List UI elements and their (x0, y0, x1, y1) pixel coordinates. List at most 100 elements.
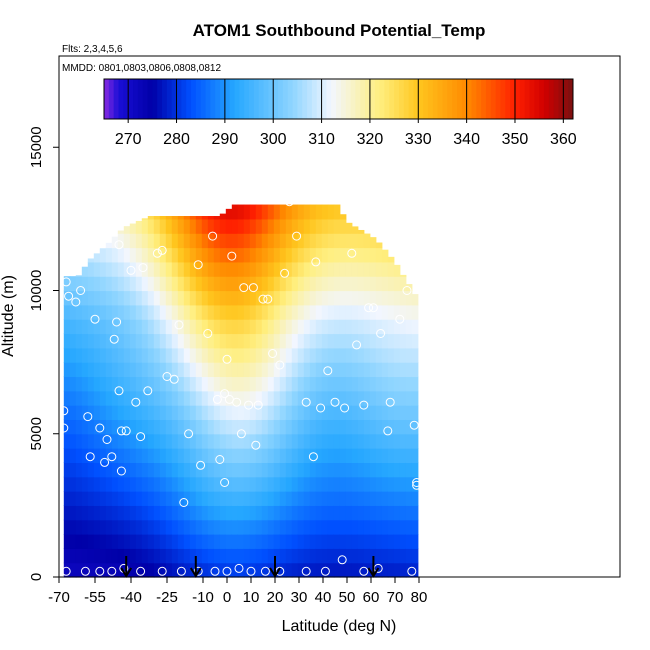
heatmap-cell (201, 491, 209, 506)
heatmap-cell (249, 505, 257, 521)
heatmap-cell (261, 261, 269, 277)
heatmap-cell (327, 333, 335, 349)
heatmap-cell (99, 462, 107, 478)
heatmap-cell (201, 233, 209, 249)
colorbar-swatch (485, 79, 492, 119)
heatmap-cell (159, 519, 167, 535)
heatmap-cell (165, 304, 173, 320)
heatmap-cell (321, 290, 329, 306)
heatmap-cell (201, 261, 209, 277)
heatmap-cell (225, 505, 233, 521)
heatmap-cell (177, 505, 185, 521)
heatmap-cell (237, 276, 245, 292)
heatmap-cell (141, 505, 149, 521)
heatmap-cell (147, 405, 155, 421)
heatmap-cell (63, 505, 71, 521)
heatmap-cell (399, 491, 407, 506)
heatmap-cell (81, 548, 89, 564)
heatmap-cell (243, 362, 251, 378)
heatmap-cell (351, 319, 359, 335)
heatmap-cell (411, 448, 419, 463)
heatmap-cell (375, 462, 383, 478)
colorbar: 270 280 290 300 310 320 330 340 350 360 (103, 78, 577, 148)
heatmap-cell (315, 534, 323, 549)
heatmap-cell (129, 347, 137, 363)
heatmap-cell (111, 290, 119, 306)
heatmap-cell (123, 247, 131, 263)
heatmap-cell (87, 405, 95, 421)
heatmap-cell (321, 347, 329, 363)
heatmap-cell (339, 290, 347, 306)
heatmap-cell (177, 216, 185, 220)
heatmap-cell (321, 261, 329, 277)
heatmap-cell (87, 462, 95, 478)
heatmap-cell (225, 390, 233, 406)
heatmap-cell (339, 534, 347, 549)
heatmap-cell (75, 390, 83, 406)
heatmap-cell (309, 419, 317, 435)
heatmap-cell (381, 249, 389, 263)
colorbar-swatch (162, 79, 168, 119)
heatmap-cell (207, 362, 215, 378)
heatmap-cell (267, 519, 275, 535)
heatmap-cell (177, 319, 185, 335)
heatmap-cell (369, 247, 377, 263)
colorbar-swatch (452, 79, 458, 119)
heatmap-cell (345, 304, 353, 320)
heatmap-cell (279, 304, 287, 320)
heatmap-cell (393, 448, 401, 463)
heatmap-cell (321, 304, 329, 320)
heatmap-cell (369, 491, 377, 506)
colorbar-swatch (292, 79, 298, 119)
heatmap-cell (321, 276, 329, 292)
heatmap-cell (165, 562, 173, 578)
chart-title: ATOM1 Southbound Potential_Temp (193, 21, 486, 40)
heatmap-cell (243, 276, 251, 292)
heatmap-cell (285, 333, 293, 349)
heatmap-cell (201, 548, 209, 564)
heatmap-cell (267, 534, 275, 549)
heatmap-cell (327, 462, 335, 478)
heatmap-cell (243, 261, 251, 277)
heatmap-cell (351, 261, 359, 277)
heatmap-cell (237, 562, 245, 578)
colorbar-swatch (210, 79, 216, 119)
heatmap-cell (117, 548, 125, 564)
heatmap-cell (267, 233, 275, 249)
heatmap-cell (123, 505, 131, 521)
x-tick-label: 10 (243, 589, 260, 606)
heatmap-cell (285, 204, 293, 220)
heatmap-cell (159, 362, 167, 378)
heatmap-cell (105, 261, 113, 277)
heatmap-cell (111, 491, 119, 506)
heatmap-cell (249, 562, 257, 578)
heatmap-cell (291, 362, 299, 378)
colorbar-swatch (553, 79, 559, 119)
heatmap-cell (63, 304, 71, 320)
heatmap-cell (405, 462, 413, 478)
y-tick-label: 15000 (28, 126, 45, 168)
heatmap-cell (411, 534, 419, 549)
heatmap-cell (189, 548, 197, 564)
heatmap-cell (321, 534, 329, 549)
heatmap-cell (231, 419, 239, 435)
heatmap-cell (153, 216, 161, 220)
colorbar-swatch (345, 79, 352, 119)
heatmap-cell (159, 534, 167, 549)
heatmap-cell (99, 419, 107, 435)
heatmap-cell (207, 218, 215, 234)
observation-point (316, 403, 326, 413)
colorbar-swatch (273, 79, 279, 119)
heatmap-cell (333, 519, 341, 535)
heatmap-cell (153, 491, 161, 506)
heatmap-cell (273, 448, 281, 463)
heatmap-cell (297, 233, 305, 249)
heatmap-cell (243, 433, 251, 449)
colorbar-swatch (505, 79, 511, 119)
heatmap-cell (363, 261, 371, 277)
heatmap-cell (315, 261, 323, 277)
heatmap-cell (387, 405, 395, 421)
heatmap-cell (285, 405, 293, 421)
heatmap-cell (237, 519, 245, 535)
heatmap-cell (237, 204, 245, 220)
